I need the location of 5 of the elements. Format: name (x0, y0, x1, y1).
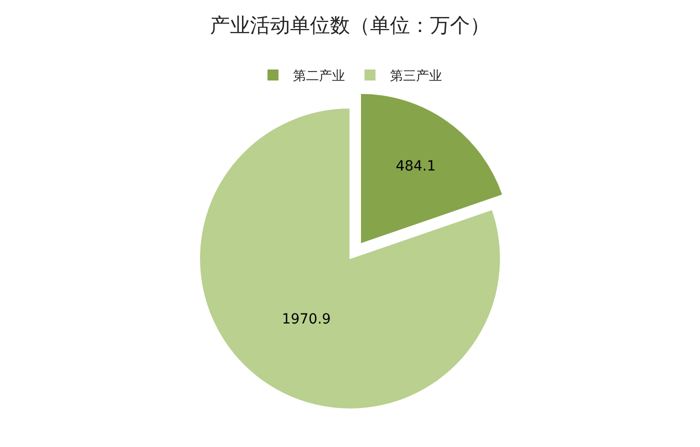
legend-label: 第二产业 (293, 69, 345, 84)
data-label: 484.1 (396, 158, 436, 174)
data-label: 1970.9 (282, 312, 331, 328)
legend-label: 第三产业 (390, 69, 442, 84)
chart-title: 产业活动单位数（单位：万个） (210, 12, 490, 37)
